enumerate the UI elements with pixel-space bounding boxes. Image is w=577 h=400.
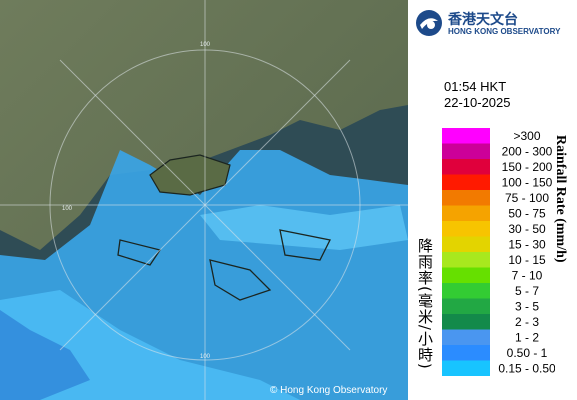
legend-label: 3 - 5 — [515, 299, 539, 313]
legend-swatch — [442, 329, 490, 345]
radar-map: 100 100 100 © Hong Kong Observatory — [0, 0, 408, 400]
legend-label: 5 - 7 — [515, 284, 539, 298]
ring-label: 100 — [62, 206, 73, 212]
legend-label: >300 — [513, 129, 540, 143]
legend-swatch — [442, 298, 490, 314]
legend-label: 2 - 3 — [515, 315, 539, 329]
logo-chinese: 香港天文台 — [448, 12, 518, 28]
time: 01:54 HKT — [444, 79, 507, 94]
legend-swatch — [442, 252, 490, 268]
legend-swatch — [442, 190, 490, 206]
legend-swatch — [442, 159, 490, 175]
legend-label: 7 - 10 — [512, 268, 543, 282]
ring-label: 100 — [200, 42, 211, 48]
coastline — [117, 229, 331, 301]
legend-label: 15 - 30 — [508, 237, 546, 251]
legend-label: 30 - 50 — [508, 222, 546, 236]
legend-label: 10 - 15 — [508, 253, 546, 267]
legend-label: 0.50 - 1 — [507, 346, 548, 360]
legend-label: 150 - 200 — [502, 160, 553, 174]
legend-label: 1 - 2 — [515, 330, 539, 344]
legend-swatch — [442, 267, 490, 283]
legend-swatch — [442, 236, 490, 252]
legend-swatch — [442, 174, 490, 190]
legend-label: 50 - 75 — [508, 206, 546, 220]
legend-swatch — [442, 143, 490, 159]
legend-swatch — [442, 360, 490, 376]
range-rings — [0, 0, 408, 400]
legend-label: 75 - 100 — [505, 191, 549, 205]
legend-label: 0.15 - 0.50 — [498, 361, 555, 375]
rain-area — [0, 310, 90, 400]
legend-swatch — [442, 205, 490, 221]
legend-swatch — [442, 221, 490, 237]
legend-label: 100 - 150 — [502, 175, 553, 189]
island — [149, 154, 231, 196]
copyright: © Hong Kong Observatory — [270, 385, 387, 396]
legend-title-english: Rainfall Rate (mm/h) — [553, 135, 568, 263]
legend-label: 200 - 300 — [502, 144, 553, 158]
logo-icon — [416, 10, 442, 36]
date: 22-10-2025 — [444, 95, 511, 110]
legend-swatch — [442, 283, 490, 299]
ring-label: 100 — [200, 354, 211, 360]
legend-title-chinese: 降雨率(毫米/小時) — [416, 238, 434, 370]
legend-swatch — [442, 128, 490, 144]
legend-swatch — [442, 345, 490, 361]
logo-english: HONG KONG OBSERVATORY — [448, 27, 561, 36]
legend-swatch — [442, 314, 490, 330]
